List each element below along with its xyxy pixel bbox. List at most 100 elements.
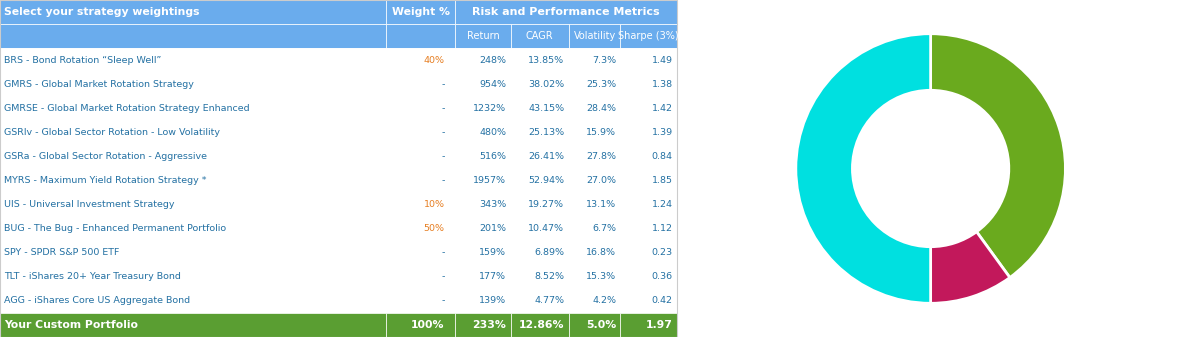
Bar	[620, 72, 677, 96]
Text: 38.02%: 38.02%	[528, 80, 565, 89]
Bar	[568, 217, 620, 241]
Bar	[455, 120, 510, 145]
Bar	[510, 289, 568, 313]
Bar	[455, 192, 510, 217]
Text: 15.3%: 15.3%	[586, 272, 616, 281]
Bar	[620, 241, 677, 265]
Text: CAGR: CAGR	[526, 31, 554, 41]
Bar	[0, 241, 386, 265]
Bar	[386, 313, 455, 337]
Text: -: -	[442, 297, 445, 305]
Bar	[386, 48, 455, 72]
Bar	[0, 217, 386, 241]
Bar	[620, 313, 677, 337]
Bar	[455, 48, 510, 72]
Text: 0.23: 0.23	[651, 248, 673, 257]
Text: 26.41%: 26.41%	[528, 152, 565, 161]
Text: 159%: 159%	[480, 248, 507, 257]
Text: 954%: 954%	[480, 80, 507, 89]
Text: 52.94%: 52.94%	[528, 176, 565, 185]
Bar	[620, 120, 677, 145]
Bar	[620, 192, 677, 217]
Bar	[510, 313, 568, 337]
Bar	[620, 289, 677, 313]
Bar	[620, 24, 677, 48]
Bar	[510, 168, 568, 192]
Text: 516%: 516%	[480, 152, 507, 161]
Text: -: -	[442, 152, 445, 161]
Bar	[568, 192, 620, 217]
Bar	[510, 48, 568, 72]
Bar	[620, 168, 677, 192]
Bar	[568, 96, 620, 120]
Text: UIS - Universal Investment Strategy: UIS - Universal Investment Strategy	[4, 200, 174, 209]
Text: 0.84: 0.84	[651, 152, 673, 161]
Text: 27.0%: 27.0%	[586, 176, 616, 185]
Text: 10.47%: 10.47%	[528, 224, 565, 233]
Text: 201%: 201%	[480, 224, 507, 233]
Text: 6.7%: 6.7%	[592, 224, 616, 233]
Bar	[0, 72, 386, 96]
Bar	[0, 120, 386, 145]
Bar	[620, 265, 677, 289]
Text: 13.1%: 13.1%	[586, 200, 616, 209]
Text: BRS - Bond Rotation “Sleep Well”: BRS - Bond Rotation “Sleep Well”	[4, 56, 161, 65]
Bar	[455, 72, 510, 96]
Bar	[455, 265, 510, 289]
Bar	[386, 289, 455, 313]
Text: 25.3%: 25.3%	[586, 80, 616, 89]
Bar	[386, 168, 455, 192]
Bar	[0, 96, 386, 120]
Text: 1.97: 1.97	[645, 320, 673, 330]
Bar	[568, 289, 620, 313]
Text: Risk and Performance Metrics: Risk and Performance Metrics	[472, 7, 659, 17]
Text: GSRlv - Global Sector Rotation - Low Volatility: GSRlv - Global Sector Rotation - Low Vol…	[4, 128, 220, 137]
Text: -: -	[442, 80, 445, 89]
Text: 10%: 10%	[424, 200, 445, 209]
Text: 233%: 233%	[472, 320, 507, 330]
Bar	[568, 120, 620, 145]
Bar	[386, 217, 455, 241]
Wedge shape	[931, 34, 1066, 278]
Bar	[386, 96, 455, 120]
Text: 480%: 480%	[480, 128, 507, 137]
Text: -: -	[442, 248, 445, 257]
Bar	[455, 313, 510, 337]
Text: 0.36: 0.36	[651, 272, 673, 281]
Text: TLT - iShares 20+ Year Treasury Bond: TLT - iShares 20+ Year Treasury Bond	[4, 272, 181, 281]
Bar	[568, 48, 620, 72]
Bar	[386, 145, 455, 168]
Bar	[568, 24, 620, 48]
Text: 13.85%: 13.85%	[528, 56, 565, 65]
Bar	[568, 241, 620, 265]
Wedge shape	[796, 34, 931, 303]
Bar	[0, 0, 386, 24]
Bar	[455, 96, 510, 120]
Text: 0.42: 0.42	[651, 297, 673, 305]
Bar	[386, 24, 455, 48]
Bar	[386, 192, 455, 217]
Text: 1957%: 1957%	[474, 176, 507, 185]
Bar	[510, 145, 568, 168]
Bar	[455, 289, 510, 313]
Bar	[568, 145, 620, 168]
Bar	[455, 145, 510, 168]
Bar	[510, 241, 568, 265]
Bar	[386, 0, 455, 24]
Text: -: -	[442, 272, 445, 281]
Text: 4.77%: 4.77%	[534, 297, 565, 305]
Text: 343%: 343%	[480, 200, 507, 209]
Text: 1.38: 1.38	[651, 80, 673, 89]
Bar	[510, 217, 568, 241]
Bar	[386, 120, 455, 145]
Text: 27.8%: 27.8%	[586, 152, 616, 161]
Bar	[386, 72, 455, 96]
Text: 15.9%: 15.9%	[586, 128, 616, 137]
Wedge shape	[931, 232, 1010, 303]
Bar	[0, 289, 386, 313]
Bar	[620, 217, 677, 241]
Text: 177%: 177%	[480, 272, 507, 281]
Text: GMRS - Global Market Rotation Strategy: GMRS - Global Market Rotation Strategy	[4, 80, 194, 89]
Text: Sharpe (3%): Sharpe (3%)	[618, 31, 680, 41]
Text: 50%: 50%	[424, 224, 445, 233]
